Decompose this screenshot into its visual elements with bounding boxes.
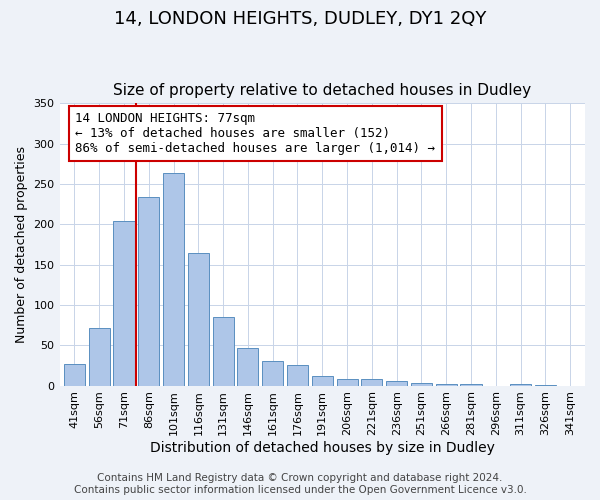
- Y-axis label: Number of detached properties: Number of detached properties: [15, 146, 28, 343]
- Title: Size of property relative to detached houses in Dudley: Size of property relative to detached ho…: [113, 83, 532, 98]
- Bar: [361, 379, 382, 386]
- Bar: [64, 364, 85, 386]
- Bar: [436, 384, 457, 386]
- Bar: [312, 376, 333, 386]
- Bar: [510, 384, 531, 386]
- Text: Contains HM Land Registry data © Crown copyright and database right 2024.
Contai: Contains HM Land Registry data © Crown c…: [74, 474, 526, 495]
- Bar: [287, 366, 308, 386]
- Bar: [337, 379, 358, 386]
- Bar: [262, 362, 283, 386]
- Bar: [89, 328, 110, 386]
- Text: 14 LONDON HEIGHTS: 77sqm
← 13% of detached houses are smaller (152)
86% of semi-: 14 LONDON HEIGHTS: 77sqm ← 13% of detach…: [76, 112, 436, 155]
- Text: 14, LONDON HEIGHTS, DUDLEY, DY1 2QY: 14, LONDON HEIGHTS, DUDLEY, DY1 2QY: [114, 10, 486, 28]
- Bar: [138, 197, 160, 386]
- Bar: [212, 317, 233, 386]
- X-axis label: Distribution of detached houses by size in Dudley: Distribution of detached houses by size …: [150, 441, 495, 455]
- Bar: [535, 385, 556, 386]
- Bar: [163, 172, 184, 386]
- Bar: [460, 384, 482, 386]
- Bar: [386, 380, 407, 386]
- Bar: [188, 254, 209, 386]
- Bar: [238, 348, 259, 386]
- Bar: [411, 383, 432, 386]
- Bar: [113, 221, 134, 386]
